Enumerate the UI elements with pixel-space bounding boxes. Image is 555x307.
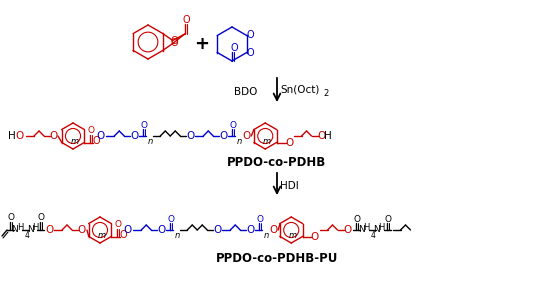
Text: O: O bbox=[230, 121, 237, 130]
Text: n: n bbox=[148, 138, 153, 146]
Text: Sn(Oct): Sn(Oct) bbox=[280, 85, 319, 95]
Text: m: m bbox=[263, 137, 271, 146]
Text: O: O bbox=[16, 131, 24, 141]
Text: O: O bbox=[123, 225, 132, 235]
Text: O: O bbox=[45, 225, 53, 235]
Text: O: O bbox=[384, 215, 391, 223]
Text: O: O bbox=[310, 231, 319, 242]
Text: H: H bbox=[364, 223, 370, 232]
Text: O: O bbox=[93, 137, 100, 146]
Text: 4: 4 bbox=[24, 231, 29, 239]
Text: 2: 2 bbox=[323, 88, 328, 98]
Text: H: H bbox=[324, 131, 331, 141]
Text: O: O bbox=[130, 131, 138, 141]
Text: O: O bbox=[230, 43, 238, 53]
Text: 4: 4 bbox=[371, 231, 376, 239]
Text: H: H bbox=[8, 131, 16, 141]
Text: O: O bbox=[257, 215, 264, 223]
Text: N: N bbox=[27, 226, 33, 235]
Text: O: O bbox=[242, 131, 250, 141]
Text: O: O bbox=[247, 30, 255, 41]
Text: PPDO-co-PDHB: PPDO-co-PDHB bbox=[228, 156, 327, 169]
Text: BDO: BDO bbox=[234, 87, 257, 97]
Text: O: O bbox=[157, 225, 165, 235]
Text: m: m bbox=[71, 137, 79, 146]
Text: O: O bbox=[186, 131, 194, 141]
Text: HDI: HDI bbox=[280, 181, 299, 191]
Text: O: O bbox=[285, 138, 294, 147]
Text: O: O bbox=[78, 225, 86, 235]
Text: H: H bbox=[32, 223, 38, 232]
Text: O: O bbox=[317, 131, 326, 141]
Text: O: O bbox=[353, 215, 360, 223]
Text: O: O bbox=[213, 225, 221, 235]
Text: PPDO-co-PDHB-PU: PPDO-co-PDHB-PU bbox=[216, 251, 338, 265]
Text: O: O bbox=[183, 15, 190, 25]
Text: O: O bbox=[38, 213, 44, 223]
Text: +: + bbox=[194, 35, 209, 53]
Text: O: O bbox=[171, 37, 179, 48]
Text: n: n bbox=[175, 231, 180, 240]
Text: O: O bbox=[247, 48, 255, 57]
Text: O: O bbox=[115, 220, 122, 229]
Text: O: O bbox=[119, 231, 127, 240]
Text: H: H bbox=[17, 223, 23, 232]
Text: O: O bbox=[96, 131, 104, 141]
Text: N: N bbox=[373, 226, 380, 235]
Text: n: n bbox=[236, 138, 242, 146]
Text: O: O bbox=[219, 131, 228, 141]
Text: O: O bbox=[88, 126, 95, 135]
Text: O: O bbox=[8, 213, 14, 223]
Text: N: N bbox=[358, 226, 365, 235]
Text: O: O bbox=[344, 225, 352, 235]
Text: n: n bbox=[264, 231, 269, 240]
Text: m: m bbox=[289, 231, 297, 239]
Text: O: O bbox=[168, 215, 175, 223]
Text: O: O bbox=[141, 121, 148, 130]
Text: m: m bbox=[98, 231, 106, 239]
Text: H: H bbox=[379, 223, 385, 232]
Text: O: O bbox=[50, 131, 58, 141]
Text: O: O bbox=[246, 225, 254, 235]
Text: O: O bbox=[269, 225, 278, 235]
Text: O: O bbox=[171, 37, 179, 46]
Text: N: N bbox=[12, 226, 18, 235]
